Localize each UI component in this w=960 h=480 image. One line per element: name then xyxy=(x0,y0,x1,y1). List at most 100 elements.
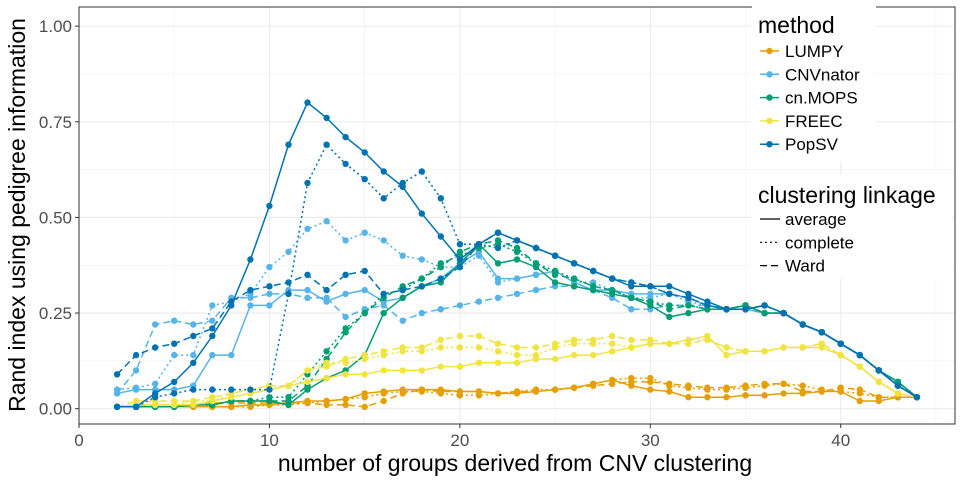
legend-linkage-background xyxy=(752,175,952,279)
data-point xyxy=(266,283,273,290)
data-point xyxy=(666,340,673,347)
data-point xyxy=(799,321,806,328)
data-point xyxy=(475,332,483,340)
data-point xyxy=(475,388,483,395)
data-point xyxy=(418,309,425,317)
data-point xyxy=(837,351,844,359)
data-point xyxy=(285,141,292,148)
data-point xyxy=(570,384,578,391)
data-point xyxy=(361,403,368,410)
data-point xyxy=(532,351,540,359)
data-point xyxy=(266,263,273,271)
data-point xyxy=(171,340,178,347)
data-point xyxy=(342,395,349,403)
data-point xyxy=(342,355,349,363)
data-point xyxy=(685,340,692,347)
data-point xyxy=(190,359,197,366)
data-point xyxy=(475,252,483,259)
data-point xyxy=(209,351,216,359)
data-point xyxy=(666,306,673,313)
data-point xyxy=(437,233,444,240)
data-point xyxy=(418,275,425,282)
data-point xyxy=(437,344,444,351)
data-point xyxy=(342,329,349,336)
data-point xyxy=(799,388,806,395)
data-point xyxy=(285,382,292,389)
legend-linkage: clustering linkage average complete Ward xyxy=(752,175,952,279)
data-point xyxy=(361,371,368,378)
data-point xyxy=(513,290,521,298)
data-point xyxy=(190,386,197,393)
data-point xyxy=(437,363,444,370)
data-point xyxy=(380,397,387,405)
data-point xyxy=(380,302,387,309)
data-point xyxy=(551,279,559,286)
data-point xyxy=(513,388,521,395)
data-point xyxy=(704,336,711,343)
data-point xyxy=(342,271,349,278)
data-point xyxy=(456,388,464,395)
legend-item-complete: complete xyxy=(760,233,854,252)
data-point xyxy=(304,294,311,301)
data-point xyxy=(647,283,654,290)
data-point xyxy=(190,351,197,359)
data-point xyxy=(685,309,692,317)
data-point xyxy=(266,397,273,405)
data-point xyxy=(837,384,844,391)
data-point xyxy=(513,237,521,244)
panel-border xyxy=(78,6,956,425)
data-point xyxy=(113,390,121,397)
data-point xyxy=(742,348,749,355)
data-point xyxy=(723,344,730,351)
data-point xyxy=(551,271,559,278)
data-point xyxy=(132,351,140,359)
data-point xyxy=(342,237,349,244)
data-point xyxy=(132,367,140,374)
data-point xyxy=(723,384,730,391)
data-point xyxy=(399,317,406,324)
data-point xyxy=(628,344,635,351)
legend-method-items: LUMPY CNVnator cn.MOPS FREEC PopSV xyxy=(760,42,860,154)
legend-method-title: method xyxy=(758,12,835,38)
x-tick-label: 30 xyxy=(641,431,660,450)
data-point xyxy=(380,290,387,298)
data-point xyxy=(494,390,502,397)
data-point xyxy=(437,336,444,343)
data-point xyxy=(532,344,540,351)
data-point xyxy=(647,378,654,386)
y-tick-label: 1.00 xyxy=(39,17,72,36)
data-point xyxy=(475,241,483,248)
data-point xyxy=(285,248,292,255)
data-point xyxy=(628,336,635,343)
data-point xyxy=(894,390,902,397)
data-point xyxy=(209,317,216,324)
data-point xyxy=(152,394,159,401)
data-point xyxy=(171,378,178,386)
data-point xyxy=(361,229,368,236)
data-point xyxy=(761,392,768,399)
legend-item-cnmops: cn.MOPS xyxy=(760,89,858,108)
data-point xyxy=(209,386,216,393)
legend-key-point xyxy=(766,117,773,125)
data-point xyxy=(152,344,159,351)
data-point xyxy=(247,302,254,309)
data-point xyxy=(551,355,559,363)
data-point xyxy=(494,348,502,355)
data-point xyxy=(456,248,464,255)
data-point xyxy=(380,237,387,244)
data-point xyxy=(837,340,844,347)
data-point xyxy=(437,275,444,282)
data-point xyxy=(628,306,635,313)
data-point xyxy=(304,367,311,374)
data-point xyxy=(494,237,502,244)
data-point xyxy=(799,382,806,389)
data-point xyxy=(152,380,159,387)
data-point xyxy=(761,302,768,309)
data-point xyxy=(570,283,578,290)
data-point xyxy=(685,294,692,301)
data-point xyxy=(399,252,406,259)
data-point xyxy=(456,363,464,370)
series-layer xyxy=(113,99,921,410)
data-point xyxy=(666,313,673,321)
